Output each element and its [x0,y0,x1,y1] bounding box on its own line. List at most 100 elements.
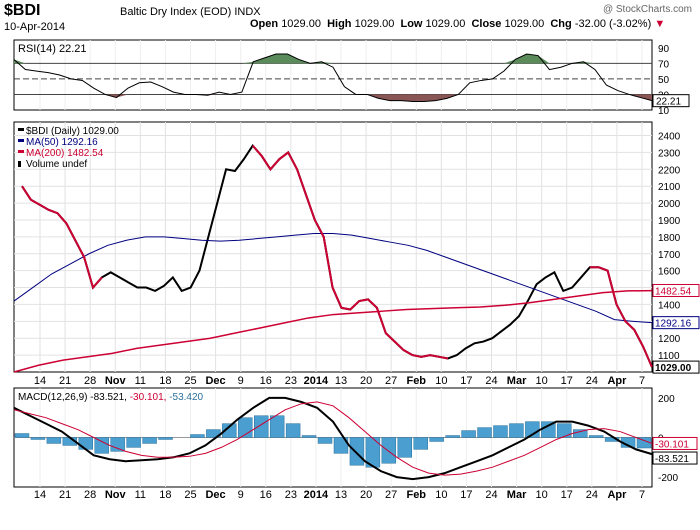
x-tick-label: 7 [639,375,645,387]
macd-histogram-bar [461,430,476,438]
panel-frame-price [13,121,653,373]
x-tick-label: 13 [335,375,347,387]
price-down-segment [21,185,103,290]
x-tick-label: Feb [406,375,426,387]
x-tick-label: 25 [184,375,196,387]
x-tick-label: 20 [360,375,372,387]
symbol-name: Baltic Dry Index (EOD) INDX [120,6,261,18]
rsi-tick-label: 70 [658,59,670,70]
macd-tick-label: 200 [658,394,675,405]
x-tick-label: 10 [435,375,447,387]
macd-last-value: -83.521 [655,454,689,465]
rsi-tick-label: 10 [658,106,670,117]
legend-entry: MA(50) 1292.16 [26,137,98,148]
macd-histogram-bar [413,437,428,450]
price-tick-label: 2300 [658,148,681,159]
x-tick-label: 16 [260,375,272,387]
price-last-value-box [652,316,700,330]
macd-histogram-bar [94,437,109,454]
x-tick-label: 10 [536,489,548,501]
x-tick-label: 23 [285,375,297,387]
price-tick-label: 1100 [658,351,680,362]
macd-histogram-bar [588,435,604,438]
macd-histogram-bar [381,437,397,464]
x-tick-label: Apr [607,489,627,501]
price-tick-label: 1700 [658,250,681,261]
macd-histogram-bar [30,437,46,440]
x-tick-label: 17 [460,489,472,501]
x-tick-label: 18 [159,375,171,387]
price-last-value: 1482.54 [655,286,692,297]
price-tick-label: 2100 [658,182,681,193]
x-tick-label: 27 [385,375,397,387]
macd-histogram-bar [222,423,237,438]
x-tick-label: 24 [586,489,598,501]
price-down-segment [589,266,653,368]
x-tick-label: 24 [485,489,497,501]
price-tick-label: 1400 [658,300,681,311]
price-down-segment [251,144,449,360]
price-last-value: 1292.16 [655,319,692,330]
x-tick-label: 28 [84,489,96,501]
x-tick-label: 9 [238,375,244,387]
x-tick-label: 11 [135,375,146,387]
x-tick-label: 2014 [304,375,329,387]
rsi-overbought-area [14,54,652,64]
x-tick-label: Dec [205,489,225,501]
price-tick-label: 1900 [658,216,681,227]
panel-frame-rsi [13,39,653,111]
legend-swatch [18,139,24,142]
price-tick-label: 1200 [658,334,681,345]
macd-histogram-bar [285,423,301,438]
price-tick-label: 2000 [658,199,681,210]
x-tick-label: 14 [34,489,46,501]
volume-legend: Volume undef [26,159,87,170]
volume-swatch [18,161,21,167]
x-tick-label: Mar [507,489,527,501]
price-tick-label: 1600 [658,267,681,278]
x-tick-label: 7 [639,489,645,501]
watermark: @ StockCharts.com [602,4,692,15]
macd-histogram-bar [509,423,524,438]
macd-line [13,396,653,481]
price-last-value-box [652,360,700,374]
rsi-last-value: 22.21 [656,97,681,108]
price-last-value: 1029.00 [655,363,692,374]
x-tick-label: Apr [607,375,627,387]
macd-histogram-bar [46,437,62,444]
macd-last-value-box [652,451,698,465]
x-tick-label: 9 [238,489,244,501]
price-last-value-box [652,283,700,297]
macd-legend: MACD(12,26,9) -83.521, -30.101, -53.420 [18,392,204,403]
x-tick-label: 14 [34,375,46,387]
macd-histogram-bar [429,437,444,442]
macd-histogram-bar [110,437,125,452]
macd-histogram-bar [397,437,412,458]
x-tick-label: Nov [105,489,127,501]
x-tick-label: 28 [84,375,96,387]
x-tick-label: 11 [135,489,146,501]
macd-last-value: -30.101 [655,439,689,450]
rsi-last-value-box [652,94,690,108]
x-tick-label: 17 [561,375,573,387]
quote-values: Open 1029.00 High 1029.00 Low 1029.00 Cl… [250,18,666,30]
x-tick-label: Feb [406,489,426,501]
x-tick-label: 24 [485,375,497,387]
legend-swatch [18,150,24,153]
x-tick-label: 27 [385,489,397,501]
legend-swatch [18,128,24,131]
x-tick-label: Dec [205,375,225,387]
chart-header: $BDI Baltic Dry Index (EOD) INDX 10-Apr-… [0,0,700,40]
x-tick-label: 2014 [304,489,329,501]
x-tick-label: 10 [536,375,548,387]
rsi-line [13,53,653,102]
macd-histogram-bar [477,427,492,438]
x-tick-label: Nov [105,375,127,387]
price-series-line [13,232,653,324]
x-tick-label: 23 [285,489,297,501]
rsi-tick-label: 50 [658,75,670,86]
macd-histogram-bar [190,434,205,438]
legend-entry: MA(200) 1482.54 [26,148,104,159]
x-tick-label: 24 [586,375,598,387]
